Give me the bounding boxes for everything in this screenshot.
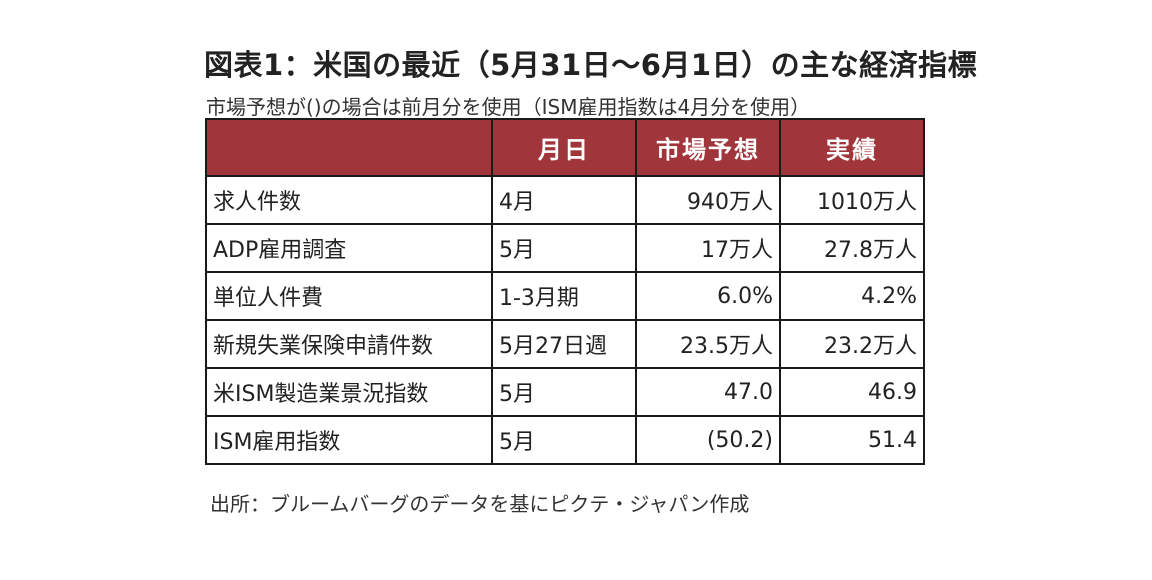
indicator-name-cell: 米ISM製造業景況指数 <box>205 367 493 417</box>
indicator-name-cell: 求人件数 <box>205 175 493 225</box>
indicator-name-cell: ISM雇用指数 <box>205 415 493 465</box>
date-cell: 5月27日週 <box>491 319 637 369</box>
date-cell: 1-3月期 <box>491 271 637 321</box>
header-cell-indicator <box>205 118 493 177</box>
actual-cell: 51.4 <box>779 415 925 465</box>
table-row: 新規失業保険申請件数 5月27日週 23.5万人 23.2万人 <box>205 319 925 369</box>
actual-cell: 23.2万人 <box>779 319 925 369</box>
actual-cell: 27.8万人 <box>779 223 925 273</box>
source-note: 出所：ブルームバーグのデータを基にピクテ・ジャパン作成 <box>210 492 750 516</box>
date-cell: 5月 <box>491 415 637 465</box>
forecast-cell: 6.0% <box>635 271 781 321</box>
table-row: ISM雇用指数 5月 (50.2) 51.4 <box>205 415 925 465</box>
date-cell: 5月 <box>491 223 637 273</box>
forecast-cell: (50.2) <box>635 415 781 465</box>
table-row: 単位人件費 1-3月期 6.0% 4.2% <box>205 271 925 321</box>
indicator-name-cell: 単位人件費 <box>205 271 493 321</box>
forecast-cell: 17万人 <box>635 223 781 273</box>
table-row: ADP雇用調査 5月 17万人 27.8万人 <box>205 223 925 273</box>
forecast-cell: 23.5万人 <box>635 319 781 369</box>
figure-title: 図表1：米国の最近（5月31日～6月1日）の主な経済指標 <box>204 48 978 82</box>
date-cell: 4月 <box>491 175 637 225</box>
forecast-cell: 940万人 <box>635 175 781 225</box>
indicator-name-cell: ADP雇用調査 <box>205 223 493 273</box>
indicator-name-cell: 新規失業保険申請件数 <box>205 319 493 369</box>
table-row: 米ISM製造業景況指数 5月 47.0 46.9 <box>205 367 925 417</box>
actual-cell: 4.2% <box>779 271 925 321</box>
table-header-row: 月日 市場予想 実績 <box>205 118 925 177</box>
header-cell-actual: 実績 <box>779 118 925 177</box>
table-row: 求人件数 4月 940万人 1010万人 <box>205 175 925 225</box>
indicators-table: 月日 市場予想 実績 求人件数 4月 940万人 1010万人 ADP雇用調査 … <box>205 118 925 465</box>
header-cell-date: 月日 <box>491 118 637 177</box>
date-cell: 5月 <box>491 367 637 417</box>
actual-cell: 46.9 <box>779 367 925 417</box>
figure-subtitle: 市場予想が()の場合は前月分を使用（ISM雇用指数は4月分を使用） <box>206 95 811 119</box>
actual-cell: 1010万人 <box>779 175 925 225</box>
header-cell-forecast: 市場予想 <box>635 118 781 177</box>
forecast-cell: 47.0 <box>635 367 781 417</box>
